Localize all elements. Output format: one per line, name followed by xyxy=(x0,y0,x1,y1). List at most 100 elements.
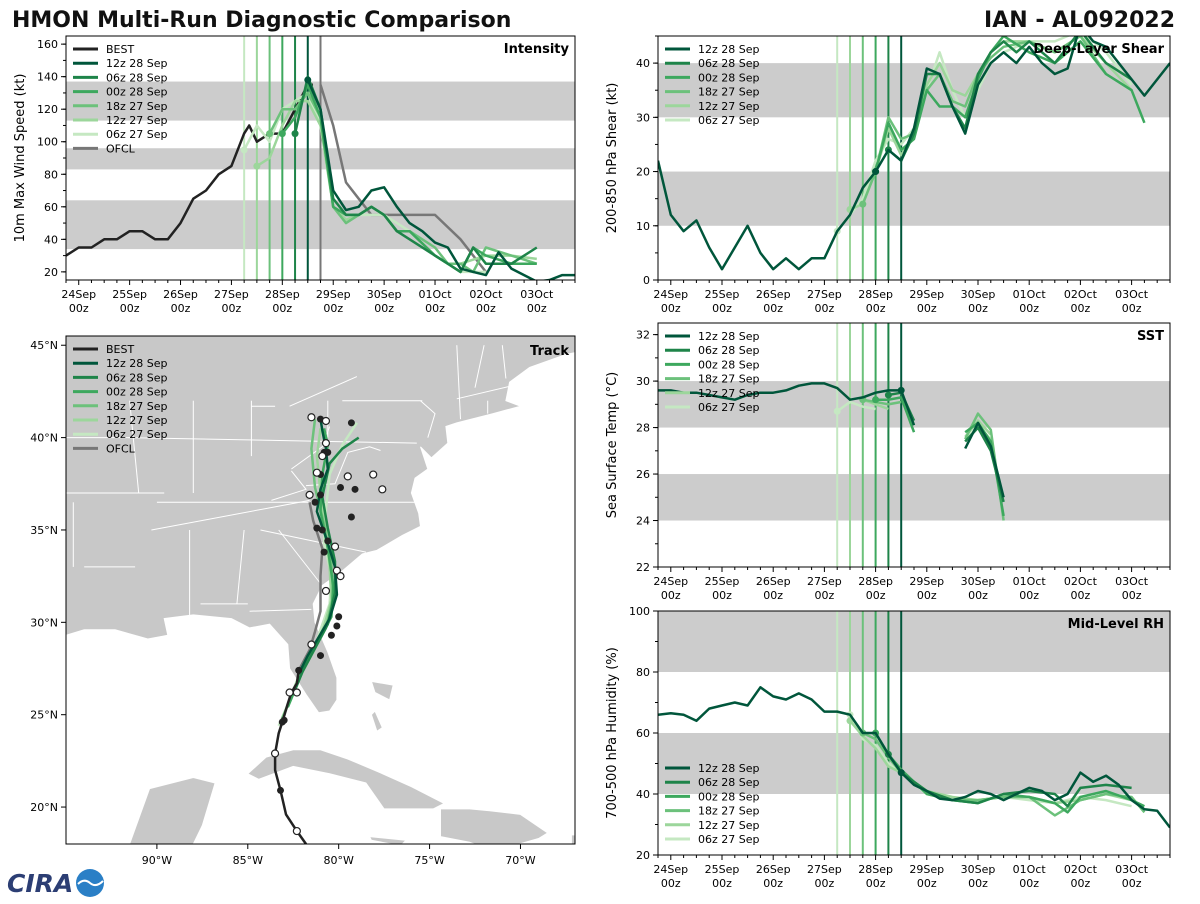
sst-series-dot xyxy=(897,386,905,394)
shear-series-dot xyxy=(859,200,867,208)
logo-text: CIRA xyxy=(7,869,73,898)
rh-xtick-label: 03Oct xyxy=(1115,863,1149,876)
map-land-yucatan xyxy=(66,776,216,844)
track-line xyxy=(297,418,339,675)
sst-ylabel: Sea Surface Temp (°C) xyxy=(605,372,620,519)
shear-xtick-label: 27Sep xyxy=(807,288,842,301)
track-xtick-label: 75°W xyxy=(414,854,444,867)
shear-legend-label: 18z 27 Sep xyxy=(698,86,760,99)
rh-legend-label: 00z 28 Sep xyxy=(698,790,760,803)
map-border-line xyxy=(278,529,321,584)
rh-legend-label: 06z 28 Sep xyxy=(698,776,760,789)
intensity-ylabel: 10m Max Wind Speed (kt) xyxy=(13,74,28,243)
sst-xtick-label: 00z xyxy=(661,589,681,602)
map-border-line xyxy=(236,529,245,604)
track-dot-filled xyxy=(335,613,343,621)
intensity-series-dot xyxy=(240,146,248,154)
track-dot-open xyxy=(285,688,294,697)
sst-xtick-label: 00z xyxy=(968,589,988,602)
track-ytick-label: 20°N xyxy=(30,801,58,814)
intensity-ytick-label: 140 xyxy=(37,71,58,84)
intensity-xtick-label: 26Sep xyxy=(163,288,198,301)
intensity-xtick-label: 00z xyxy=(120,302,140,315)
track-dot-filled xyxy=(324,448,332,456)
map-border-line xyxy=(289,376,358,407)
shear-xtick-label: 00z xyxy=(1122,302,1142,315)
intensity-xtick-label: 00z xyxy=(69,302,89,315)
shear-legend-label: 12z 27 Sep xyxy=(698,100,760,113)
track-dot-filled xyxy=(347,513,355,521)
rh-ytick-label: 20 xyxy=(636,849,650,862)
intensity-legend-label: 12z 28 Sep xyxy=(106,57,168,70)
map-border-line xyxy=(420,400,436,438)
track-dot-open xyxy=(343,472,352,481)
track-xtick-label: 70°W xyxy=(505,854,535,867)
track-dot-open xyxy=(312,468,321,477)
sst-legend-label: 12z 28 Sep xyxy=(698,330,760,343)
sst-series-dot xyxy=(872,396,880,404)
track-dot-open xyxy=(292,688,301,697)
rh-xtick-label: 28Sep xyxy=(858,863,893,876)
intensity-ytick-label: 160 xyxy=(37,38,58,51)
track-legend-label: 00z 28 Sep xyxy=(106,386,168,399)
rh-legend-label: 06z 27 Sep xyxy=(698,833,760,846)
sst-plot-bg xyxy=(658,323,1170,567)
sst-xtick-label: 00z xyxy=(1019,589,1039,602)
track-dot-filled xyxy=(336,483,344,491)
shear-band-1 xyxy=(658,63,1170,118)
sst-xtick-label: 24Sep xyxy=(653,575,688,588)
shear-ytick-label: 20 xyxy=(636,166,650,179)
sst-xtick-label: 00z xyxy=(1122,589,1142,602)
map-land-jamaica xyxy=(368,836,407,844)
rh-xtick-label: 00z xyxy=(968,877,988,890)
track-dot-open xyxy=(321,439,331,448)
track-dot-open xyxy=(336,572,345,581)
map-border-line xyxy=(456,385,512,400)
intensity-ytick-label: 20 xyxy=(44,266,58,279)
intensity-chart: 2040608010012014016024Sep00z25Sep00z26Se… xyxy=(13,35,576,315)
track-frame xyxy=(65,335,576,845)
track-dot-filled xyxy=(317,491,324,499)
shear-chart: 01020304024Sep00z25Sep00z26Sep00z27Sep00… xyxy=(605,35,1171,315)
track-dot-open xyxy=(332,566,341,575)
track-xtick-label: 90°W xyxy=(142,854,172,867)
intensity-xtick-label: 02Oct xyxy=(469,288,503,301)
intensity-legend-label: OFCL xyxy=(106,142,136,155)
track-dot-open xyxy=(318,451,327,461)
intensity-xtick-label: 03Oct xyxy=(520,288,554,301)
intensity-xtick-label: 00z xyxy=(476,302,496,315)
track-legend-label: OFCL xyxy=(106,442,136,455)
track-dot-open xyxy=(307,413,316,422)
sst-legend-label: 06z 28 Sep xyxy=(698,344,760,357)
rh-ytick-label: 60 xyxy=(636,727,650,740)
shear-xtick-label: 00z xyxy=(815,302,835,315)
track-dot-open xyxy=(307,640,316,649)
shear-ytick-label: 30 xyxy=(636,111,650,124)
intensity-xtick-label: 24Sep xyxy=(61,288,96,301)
track-title: Track xyxy=(530,344,569,359)
rh-ytick-label: 80 xyxy=(636,666,650,679)
shear-ylabel: 200-850 hPa Shear (kt) xyxy=(605,83,620,234)
track-legend-label: 06z 28 Sep xyxy=(106,371,168,384)
rh-ytick-label: 100 xyxy=(629,605,650,618)
shear-series-dot xyxy=(872,168,880,176)
sst-ytick-label: 24 xyxy=(636,515,650,528)
map-border-line xyxy=(501,345,507,379)
rh-xtick-label: 00z xyxy=(1019,877,1039,890)
sst-legend-label: 12z 27 Sep xyxy=(698,387,760,400)
sst-xtick-label: 27Sep xyxy=(807,575,842,588)
track-dot-open xyxy=(378,485,387,494)
sst-series-dot xyxy=(833,407,841,415)
rh-ylabel: 700-500 hPa Humidity (%) xyxy=(605,647,620,819)
intensity-xtick-label: 00z xyxy=(222,302,242,315)
intensity-xtick-label: 00z xyxy=(272,302,292,315)
track-dot-open xyxy=(292,826,301,836)
track-dot-filled xyxy=(320,548,328,556)
intensity-legend-label: 18z 27 Sep xyxy=(106,100,168,113)
intensity-xtick-label: 01Oct xyxy=(419,288,453,301)
map-border-line xyxy=(127,437,417,444)
map-land-andros xyxy=(370,710,383,733)
sst-ytick-label: 28 xyxy=(636,422,650,435)
track-dot-open xyxy=(330,542,340,551)
